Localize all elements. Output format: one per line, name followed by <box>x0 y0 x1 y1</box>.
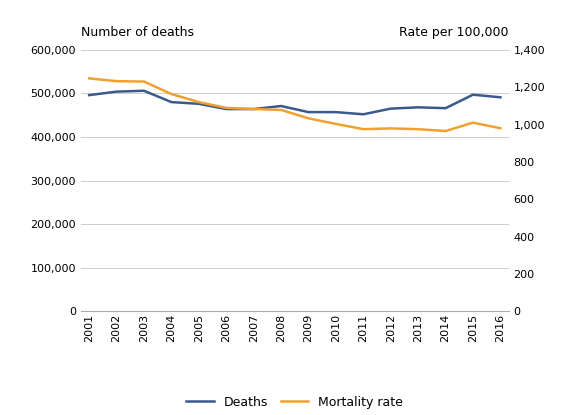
Line: Mortality rate: Mortality rate <box>89 78 501 131</box>
Deaths <box>497 95 504 100</box>
Deaths <box>277 103 284 108</box>
Deaths <box>305 110 312 115</box>
Text: Number of deaths: Number of deaths <box>81 26 194 39</box>
Deaths <box>168 100 175 105</box>
Deaths <box>86 93 92 98</box>
Mortality rate <box>332 122 339 127</box>
Mortality rate <box>414 127 421 132</box>
Mortality rate <box>168 92 175 97</box>
Mortality rate <box>250 107 257 112</box>
Deaths <box>223 107 229 112</box>
Mortality rate <box>223 105 229 110</box>
Deaths <box>387 106 394 111</box>
Mortality rate <box>195 100 202 105</box>
Mortality rate <box>469 120 476 125</box>
Deaths <box>140 88 147 93</box>
Deaths <box>113 89 120 94</box>
Mortality rate <box>113 79 120 84</box>
Mortality rate <box>140 79 147 84</box>
Mortality rate <box>497 126 504 131</box>
Mortality rate <box>360 127 367 132</box>
Deaths <box>195 101 202 106</box>
Mortality rate <box>442 129 449 134</box>
Deaths <box>360 112 367 117</box>
Deaths <box>442 106 449 111</box>
Text: Rate per 100,000: Rate per 100,000 <box>399 26 509 39</box>
Mortality rate <box>387 126 394 131</box>
Mortality rate <box>305 116 312 121</box>
Deaths <box>469 92 476 97</box>
Mortality rate <box>277 107 284 112</box>
Line: Deaths: Deaths <box>89 91 501 114</box>
Deaths <box>414 105 421 110</box>
Deaths <box>250 107 257 112</box>
Deaths <box>332 110 339 115</box>
Legend: Deaths, Mortality rate: Deaths, Mortality rate <box>181 391 408 414</box>
Mortality rate <box>86 76 92 81</box>
